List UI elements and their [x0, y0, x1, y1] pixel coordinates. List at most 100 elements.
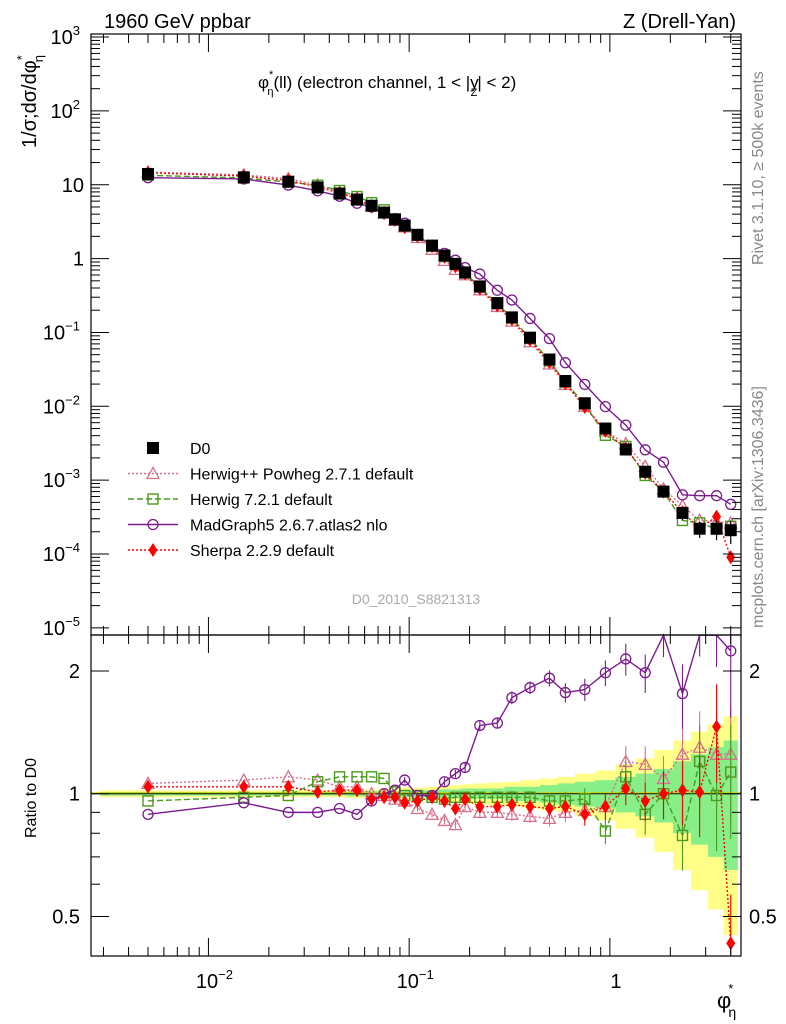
ratio-point-2: [676, 687, 689, 700]
series-line-2: [147, 177, 732, 505]
data-point: [505, 311, 518, 324]
data-point: [388, 213, 401, 226]
y-tick-label: 103: [51, 23, 80, 49]
inner-uncertainty-band: [100, 740, 738, 871]
ratio-point-0: [424, 806, 440, 821]
ratio-point-3: [379, 790, 389, 805]
data-point: [676, 506, 689, 519]
ratio-line-2: [147, 633, 732, 816]
data-point: [142, 167, 155, 180]
series-2-point: [639, 444, 651, 456]
ratio-point-3: [313, 784, 323, 799]
legend-marker-2: [147, 493, 159, 505]
ratio-point-2: [449, 767, 462, 780]
data-point: [398, 219, 411, 232]
ratio-point-0: [472, 805, 487, 819]
data-point: [543, 353, 556, 366]
ratio-point-3: [492, 799, 502, 814]
rivet-label: Rivet 3.1.10, ≥ 500k events: [750, 71, 767, 265]
ratio-point-2: [725, 645, 737, 657]
series-2-point: [620, 419, 632, 431]
y-tick-label: 10−5: [43, 614, 80, 640]
ratio-series-2: [142, 633, 737, 821]
legend-marker-4: [148, 543, 158, 557]
ratio-point-2: [438, 776, 451, 788]
data-point: [351, 193, 364, 206]
ratio-point-0: [448, 817, 463, 831]
x-tick-label: 10−1: [397, 967, 434, 993]
y-tick-label: 102: [51, 97, 80, 123]
series-2-point: [725, 498, 737, 510]
legend-label-2: Herwig 7.2.1 default: [190, 492, 333, 509]
series-2-point: [693, 490, 706, 502]
ratio-point-0: [504, 806, 520, 821]
ratio-point-0: [410, 801, 425, 815]
data-point: [311, 181, 324, 194]
ratio-point-2: [559, 686, 572, 699]
ratio-point-3: [580, 807, 590, 822]
ratio-line-0: [147, 746, 731, 826]
ratio-point-3: [367, 792, 377, 807]
series-2-point: [599, 400, 612, 413]
ratio-point-3: [621, 781, 631, 796]
ratio-point-3: [352, 783, 362, 798]
legend-label-0: D0: [190, 441, 211, 458]
y-tick-label: 1: [73, 249, 84, 271]
ratio-point-2: [351, 808, 363, 821]
process-label: Z (Drell-Yan): [623, 11, 736, 33]
x-axis-label: φ* η: [717, 981, 736, 1020]
legend-label-3: MadGraph5 2.6.7.atlas2 nlo: [190, 518, 388, 535]
y-tick-label: 10−4: [43, 540, 80, 566]
data-point: [724, 524, 737, 537]
legend-label-1: Herwig++ Powheg 2.7.1 default: [190, 467, 414, 484]
data-series: [142, 167, 737, 545]
ratio-y-tick-label-right: 2: [749, 661, 760, 683]
data-point: [578, 397, 591, 410]
ratio-point-3: [335, 783, 345, 798]
ratio-point-1: [725, 766, 737, 778]
data-point: [426, 239, 439, 252]
y-tick-label: 10: [62, 175, 84, 197]
ratio-point-3: [507, 797, 517, 812]
plot-title: φ* η(ll) (electron channel, 1 < |y Z| < 2): [258, 69, 516, 99]
legend: D0 Herwig++ Powheg 2.7.1 default Herwig 7.…: [128, 441, 414, 560]
series-2-point: [657, 456, 670, 468]
energy-label: 1960 GeV ppbar: [104, 11, 251, 33]
ratio-point-2: [333, 802, 346, 815]
ratio-point-0: [638, 757, 653, 771]
data-point: [491, 297, 504, 310]
y-tick-label: 10−1: [43, 318, 80, 344]
x-tick-label: 10−2: [196, 967, 233, 993]
data-point: [657, 485, 670, 498]
top-y-axis-label: 1/σ;dσ/dφ* η: [14, 55, 46, 148]
data-point: [449, 257, 462, 270]
legend-marker-0: [147, 442, 159, 454]
ratio-point-2: [311, 806, 324, 819]
series-2-point: [579, 378, 591, 391]
data-point: [378, 206, 391, 219]
ratio-point-2: [524, 681, 536, 694]
ratio-point-1: [142, 795, 154, 807]
ratio-point-3: [427, 790, 437, 805]
ratio-point-0: [490, 805, 505, 819]
data-point: [459, 266, 472, 279]
series-2-point: [710, 490, 723, 502]
series-2-point: [474, 268, 486, 280]
ratio-point-2: [639, 667, 651, 679]
ratio-y-tick-label: 1: [69, 784, 80, 806]
data-point: [365, 199, 378, 212]
data-point: [524, 331, 537, 344]
ratio-point-0: [542, 811, 557, 825]
ratio-point-3: [560, 799, 570, 814]
ratio-point-2: [543, 672, 556, 684]
outer-uncertainty-band: [100, 716, 738, 936]
ratio-point-3: [400, 795, 410, 810]
ratio-uncertainty-bands: [91, 716, 741, 936]
ratio-point-2: [620, 653, 632, 665]
ratio-point-0: [558, 805, 573, 819]
data-point: [599, 422, 612, 435]
ratio-point-3: [412, 793, 422, 808]
axis-ticks: 10−2 10−1 1 10−5 10−4 10−3 10−2 10−1 1 10 102 103 0.…: [43, 23, 777, 993]
ratio-point-3: [525, 799, 535, 814]
ratio-y-axis-label: Ratio to D0: [23, 758, 40, 838]
